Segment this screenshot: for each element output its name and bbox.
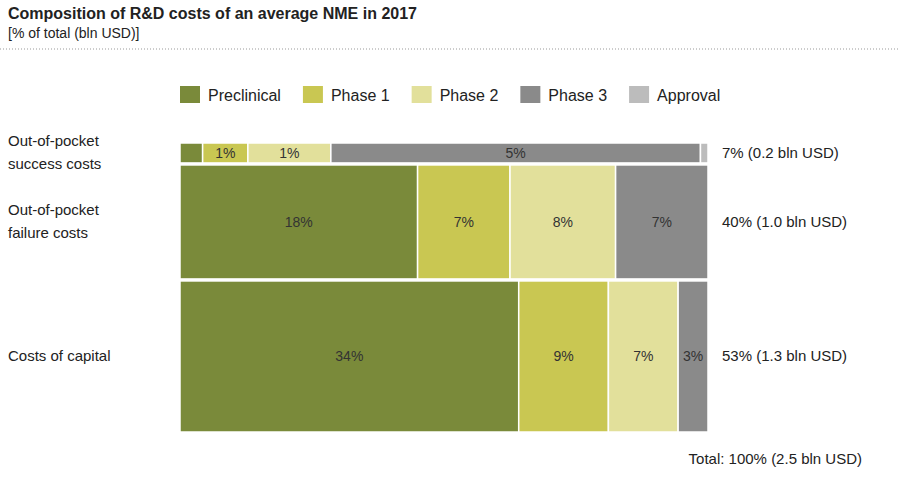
bar-segment	[707, 165, 709, 279]
bar-segment	[678, 281, 708, 432]
legend-swatch	[303, 86, 323, 103]
plot-area	[180, 143, 708, 432]
bar-segment	[180, 143, 203, 163]
bar-segment	[248, 143, 331, 163]
legend-label: Approval	[657, 87, 720, 104]
legend-swatch	[629, 86, 649, 103]
legend: Preclinical Phase 1 Phase 2 Phase 3 Approval	[180, 86, 720, 104]
separator	[0, 49, 900, 50]
bar-segment	[180, 165, 418, 279]
bar-segment	[331, 143, 701, 163]
legend-label: Phase 2	[440, 87, 499, 104]
bar-segment	[519, 281, 609, 432]
legend-label: Preclinical	[208, 87, 281, 104]
bar-segment	[608, 281, 678, 432]
data-label: 1%	[215, 145, 235, 161]
legend-swatch	[520, 86, 540, 103]
legend-label: Phase 3	[548, 87, 607, 104]
chart: Composition of R&D costs of an average N…	[0, 0, 900, 485]
bar-segment	[418, 165, 510, 279]
category-label: Out-of-pocketfailure costs	[8, 201, 100, 241]
legend-swatch	[180, 86, 200, 103]
bar-segment	[700, 143, 708, 163]
data-label: 9%	[553, 348, 573, 364]
data-label: 1%	[279, 145, 299, 161]
labels: 1% 1% 5% Out-of-pocketsuccess costs 7% (0.2 …	[8, 132, 847, 364]
bar-segment	[707, 281, 709, 432]
bar-segment	[180, 281, 519, 432]
row-total-label: 40% (1.0 bln USD)	[722, 213, 847, 230]
data-label: 7%	[454, 214, 474, 230]
data-label: 34%	[335, 348, 363, 364]
category-label: Out-of-pocketsuccess costs	[8, 132, 101, 172]
data-label: 7%	[652, 214, 672, 230]
legend-swatch	[412, 86, 432, 103]
data-label: 5%	[506, 145, 526, 161]
row-total-label: 53% (1.3 bln USD)	[722, 347, 847, 364]
subtitle: [% of total (bln USD)]	[8, 25, 140, 41]
data-label: 18%	[285, 214, 313, 230]
total-label: Total: 100% (2.5 bln USD)	[689, 450, 862, 467]
data-label: 3%	[683, 348, 703, 364]
title: Composition of R&D costs of an average N…	[8, 5, 417, 22]
bar-segment	[203, 143, 248, 163]
data-label: 7%	[633, 348, 653, 364]
data-label: 8%	[553, 214, 573, 230]
row-total-label: 7% (0.2 bln USD)	[722, 144, 839, 161]
bar-segment	[510, 165, 616, 279]
bar-segment	[616, 165, 708, 279]
category-label: Costs of capital	[8, 347, 111, 364]
legend-label: Phase 1	[331, 87, 390, 104]
